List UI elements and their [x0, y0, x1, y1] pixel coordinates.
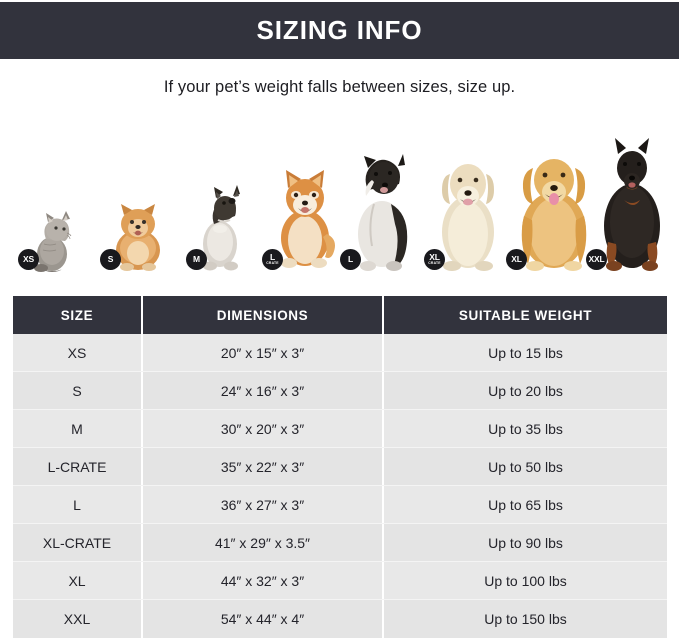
cell-size: L-CRATE — [13, 448, 143, 485]
gray-tabby-cat-icon — [34, 211, 72, 272]
size-badge-m: M — [186, 249, 207, 270]
size-badge-xl-crate: XL CRATE — [424, 249, 445, 270]
cell-dimensions: 24″ x 16″ x 3″ — [143, 372, 384, 409]
cell-weight: Up to 50 lbs — [488, 458, 563, 475]
cell-dimensions: 30″ x 20″ x 3″ — [143, 410, 384, 447]
cell-weight: Up to 35 lbs — [488, 420, 563, 437]
pet-figure-m: M — [186, 182, 256, 272]
column-header-suitable-weight: SUITABLE WEIGHT — [458, 307, 593, 323]
pomeranian-dog-icon — [116, 204, 160, 271]
column-header-size: SIZE — [13, 296, 143, 334]
cell-weight: Up to 100 lbs — [484, 572, 567, 589]
size-badge-l: L — [340, 249, 361, 270]
cell-dimensions: 35″ x 22″ x 3″ — [143, 448, 384, 485]
sizing-table: SIZE DIMENSIONS SUITABLE WEIGHT XS 20″ x… — [13, 296, 667, 638]
table-header-row: SIZE DIMENSIONS SUITABLE WEIGHT — [13, 296, 667, 334]
table-row: S 24″ x 16″ x 3″ Up to 20 lbs — [13, 372, 667, 410]
sizing-note: If your pet’s weight falls between sizes… — [163, 78, 516, 96]
shiba-inu-dog-icon — [281, 170, 335, 268]
cell-dimensions: 20″ x 15″ x 3″ — [143, 334, 384, 371]
cell-dimensions: 36″ x 27″ x 3″ — [143, 486, 384, 523]
french-bulldog-icon — [203, 185, 240, 271]
cell-size: XXL — [13, 600, 143, 638]
table-row: M 30″ x 20″ x 3″ Up to 35 lbs — [13, 410, 667, 448]
size-badge-s: S — [100, 249, 121, 270]
table-row: XL-CRATE 41″ x 29″ x 3.5″ Up to 90 lbs — [13, 524, 667, 562]
cell-dimensions: 44″ x 32″ x 3″ — [143, 562, 384, 599]
cell-dimensions: 54″ x 44″ x 4″ — [143, 600, 384, 638]
cell-size: XL — [13, 562, 143, 599]
pet-figure-l: L — [340, 154, 424, 272]
table-row: L 36″ x 27″ x 3″ Up to 65 lbs — [13, 486, 667, 524]
cell-weight: Up to 90 lbs — [488, 534, 563, 551]
pet-figure-xl: XL — [506, 144, 602, 272]
pet-figure-l-crate: L CRATE — [262, 162, 348, 272]
cell-dimensions: 41″ x 29″ x 3.5″ — [143, 524, 384, 561]
page-title: SIZING INFO — [256, 15, 423, 45]
pet-figure-xxl: XXL — [586, 138, 678, 272]
pet-figure-xl-crate: XL CRATE — [424, 150, 512, 272]
cell-size: XL-CRATE — [13, 524, 143, 561]
cell-size: S — [13, 372, 143, 409]
table-row: L-CRATE 35″ x 22″ x 3″ Up to 50 lbs — [13, 448, 667, 486]
column-header-dimensions: DIMENSIONS — [143, 296, 384, 334]
cell-weight: Up to 20 lbs — [488, 382, 563, 399]
size-badge-xxl: XXL — [586, 249, 607, 270]
table-row: XXL 54″ x 44″ x 4″ Up to 150 lbs — [13, 600, 667, 638]
golden-retriever-dog-icon — [521, 159, 587, 271]
pet-figure-s: S — [100, 190, 176, 272]
cell-size: L — [13, 486, 143, 523]
cell-size: M — [13, 410, 143, 447]
size-badge-xl: XL — [506, 249, 527, 270]
table-row: XL 44″ x 32″ x 3″ Up to 100 lbs — [13, 562, 667, 600]
pet-figure-xs: XS — [18, 194, 88, 272]
size-badge-xs: XS — [18, 249, 39, 270]
table-row: XS 20″ x 15″ x 3″ Up to 15 lbs — [13, 334, 667, 372]
yellow-labrador-dog-icon — [442, 164, 494, 271]
cell-weight: Up to 15 lbs — [488, 344, 563, 361]
cell-weight: Up to 65 lbs — [488, 496, 563, 513]
pet-size-lineup: XS S — [0, 128, 679, 272]
cell-weight: Up to 150 lbs — [484, 611, 567, 627]
size-badge-l-crate: L CRATE — [262, 249, 283, 270]
doberman-pinscher-dog-icon — [604, 138, 660, 271]
sizing-info-header-band: SIZING INFO — [0, 2, 679, 59]
cell-size: XS — [13, 334, 143, 371]
border-collie-dog-icon — [358, 154, 408, 271]
